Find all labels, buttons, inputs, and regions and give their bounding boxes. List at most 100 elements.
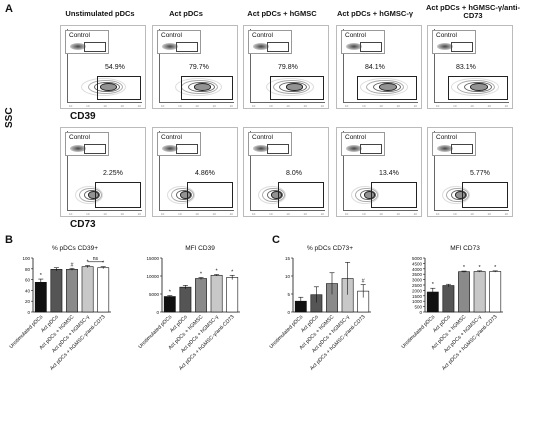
gate-percent: 8.0% (286, 170, 302, 177)
tick: 10 (320, 104, 324, 108)
significance-mark: # (70, 262, 74, 268)
flow-plot-row2-3: Control 8.0% 10 10 10 10 10 (243, 127, 329, 217)
control-density (346, 43, 362, 50)
density-contour (266, 78, 314, 96)
density-contour (83, 189, 101, 201)
significance-mark: * (432, 282, 435, 288)
density-contour (446, 187, 469, 203)
control-inset: Control (432, 132, 476, 156)
chart-title: MFI CD39 (185, 245, 215, 252)
tick: 10 (212, 104, 216, 108)
control-label: Control (345, 134, 366, 141)
x-axis (159, 102, 234, 103)
bar (179, 286, 192, 313)
density-contour (175, 189, 193, 201)
y-tick-label: 4000 (412, 267, 423, 272)
significance-mark: * (169, 290, 172, 296)
panel-label-c: C (272, 234, 280, 246)
tick: 10 (195, 104, 199, 108)
density-contour (442, 186, 470, 204)
control-gate (84, 42, 106, 52)
x-axis (250, 102, 325, 103)
y-tick-label: 15 (285, 256, 291, 261)
control-gate (176, 42, 198, 52)
tick: 10 (178, 212, 182, 216)
y-axis (434, 29, 435, 103)
y-tick-label: 3500 (412, 272, 423, 277)
gate-percent: 54.9% (105, 64, 125, 71)
y-tick-label: 2000 (412, 288, 423, 293)
control-inset: Control (157, 30, 201, 54)
density-contour (455, 191, 466, 199)
axis-ticks: 10 10 10 10 10 (436, 104, 508, 108)
tick: 10 (137, 104, 141, 108)
control-label: Control (436, 32, 457, 39)
tick: 10 (195, 212, 199, 216)
control-density (162, 43, 178, 50)
axis-ticks: 10 10 10 10 10 (252, 212, 324, 216)
control-label: Control (252, 32, 273, 39)
tick: 10 (379, 104, 383, 108)
tick: 10 (413, 212, 417, 216)
control-gate (360, 144, 382, 154)
positive-gate (97, 76, 141, 100)
density-contour (372, 81, 401, 93)
bar (81, 266, 94, 313)
density-contour (450, 78, 500, 96)
gate-percent: 83.1% (456, 64, 476, 71)
tick: 10 (470, 104, 474, 108)
x-tick-label: Unstimulated pDCs (400, 314, 436, 350)
control-density (346, 145, 362, 152)
positive-gate (371, 182, 417, 208)
density-contour (457, 79, 496, 95)
control-label: Control (161, 32, 182, 39)
control-density (162, 145, 178, 152)
tick: 10 (396, 212, 400, 216)
x-axis (343, 102, 418, 103)
y-tick-label: 0 (156, 310, 159, 315)
tick: 10 (161, 212, 165, 216)
control-density (70, 145, 86, 152)
density-contour (87, 79, 124, 95)
density-contour (364, 191, 375, 199)
tick: 10 (436, 104, 440, 108)
density-contour (258, 186, 286, 204)
density-contour (171, 187, 194, 203)
bar (226, 277, 239, 313)
control-density (253, 43, 269, 50)
control-label: Control (345, 32, 366, 39)
tick: 10 (103, 212, 107, 216)
density-contour (271, 191, 282, 199)
x-tick-label: Unstimulated pDCs (268, 314, 304, 350)
y-tick-label: 500 (414, 305, 422, 310)
significance-mark: * (494, 265, 497, 271)
control-inset: Control (248, 132, 292, 156)
y-tick-label: 80 (25, 267, 31, 272)
tick: 10 (103, 104, 107, 108)
tick: 10 (487, 104, 491, 108)
column-header-5: Act pDCs + hGMSC-γ/anti-CD73 (426, 3, 520, 20)
density-contour (79, 187, 102, 203)
significance-mark: * (40, 273, 43, 279)
x-axis (434, 102, 509, 103)
significance-mark: # (362, 279, 366, 285)
tick: 10 (269, 104, 273, 108)
tick: 10 (69, 104, 73, 108)
control-density (253, 145, 269, 152)
control-label: Control (252, 134, 273, 141)
flow-plot-row1-3: Control 79.8% 10 10 10 10 10 (243, 25, 329, 109)
row-label-cd73: CD73 (70, 219, 96, 230)
control-density (70, 43, 86, 50)
tick: 10 (362, 104, 366, 108)
y-axis (159, 131, 160, 211)
control-label: Control (161, 134, 182, 141)
chart-title: % pDCs CD39+ (52, 245, 98, 252)
x-axis (343, 210, 418, 211)
tick: 10 (303, 104, 307, 108)
tick: 10 (86, 212, 90, 216)
positive-gate (448, 76, 508, 100)
y-axis (343, 131, 344, 211)
positive-gate (278, 182, 324, 208)
axis-ticks: 10 10 10 10 10 (69, 212, 141, 216)
density-contour (174, 78, 222, 96)
